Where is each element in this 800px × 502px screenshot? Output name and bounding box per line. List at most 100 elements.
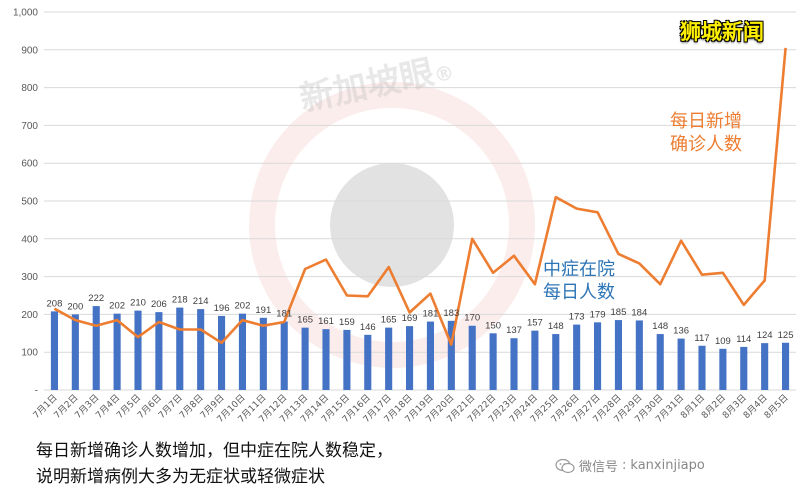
bar-data-label: 208 — [47, 298, 63, 309]
caption: 每日新增确诊人数增加，但中症在院人数稳定， 说明新增病例大多为无症状或轻微症状 — [36, 438, 393, 490]
bar-data-label: 184 — [631, 307, 647, 318]
bar — [614, 320, 622, 390]
bar — [552, 334, 560, 390]
y-tick-label: 100 — [21, 348, 38, 359]
bar-series — [50, 306, 790, 390]
bar-data-label: 157 — [527, 318, 543, 329]
y-tick-label: 1,000 — [13, 8, 38, 19]
bar — [531, 330, 539, 390]
severe-annotation-line2: 每日人数 — [543, 282, 615, 303]
bar — [176, 307, 184, 390]
bar — [719, 348, 727, 390]
y-tick-label: 700 — [21, 121, 38, 132]
y-tick-label: 600 — [21, 159, 38, 170]
daily-cases-annotation: 每日新增 确诊人数 — [670, 110, 742, 156]
bar-data-label: 165 — [381, 315, 397, 326]
bar — [238, 313, 246, 390]
bar — [698, 345, 706, 390]
bar-data-label: 148 — [652, 321, 668, 332]
severe-annotation: 中症在院 每日人数 — [543, 258, 615, 304]
y-tick-label: 400 — [21, 234, 38, 245]
y-tick-label: 900 — [21, 45, 38, 56]
bar — [656, 334, 664, 390]
bar — [259, 317, 267, 390]
bar-data-label: 214 — [193, 296, 209, 307]
bar-data-label: 222 — [88, 293, 104, 304]
bar-data-label: 200 — [67, 301, 83, 312]
bar — [92, 306, 100, 390]
bar-data-label: 150 — [485, 320, 501, 331]
bar — [71, 314, 79, 390]
bar-data-label: 170 — [464, 313, 480, 324]
bar — [635, 320, 643, 390]
bar-data-label: 202 — [109, 301, 125, 312]
y-tick-label: - — [35, 386, 38, 397]
y-tick-label: 300 — [21, 272, 38, 283]
x-tick-labels: 7月1日7月2日7月3日7月4日7月5日7月6日7月7日7月8日7月9日7月10… — [31, 392, 791, 425]
bar-data-label: 181 — [423, 309, 439, 320]
gridlines — [44, 11, 796, 391]
bar-data-label: 206 — [151, 299, 167, 310]
bar-data-label: 185 — [611, 307, 627, 318]
bar — [113, 313, 121, 390]
caption-line1: 每日新增确诊人数增加，但中症在院人数稳定， — [36, 441, 393, 461]
bar-data-label: 124 — [757, 330, 773, 341]
y-tick-label: 200 — [21, 310, 38, 321]
bar — [322, 329, 330, 390]
bar-data-label: 169 — [402, 313, 418, 324]
bar-data-label: 136 — [673, 326, 689, 337]
bar-data-label: 196 — [214, 303, 230, 314]
x-tick-label: 8月5日 — [762, 392, 791, 421]
bar — [280, 321, 288, 390]
wechat-icon — [555, 458, 575, 473]
bar — [510, 338, 518, 390]
bar-data-label: 148 — [548, 321, 564, 332]
series-line — [53, 47, 787, 346]
bar — [573, 324, 581, 390]
bar-data-label: 183 — [443, 308, 459, 319]
y-tick-labels: - 100 200 300 400 500 600 700 800 900 1,000 — [13, 8, 38, 397]
bar-data-label: 191 — [255, 305, 271, 316]
bar-data-label: 165 — [297, 315, 313, 326]
wechat-account: kanxinjiapo — [630, 458, 705, 473]
bar-data-labels: 208 200 222 202 210 206 218 214 196 202 191 181 165 1… — [47, 293, 794, 347]
bar-data-label: 202 — [235, 301, 251, 312]
wechat-prefix: 微信号 — [579, 460, 619, 475]
bar — [594, 322, 602, 390]
bar-data-label: 161 — [318, 316, 334, 327]
bar — [301, 327, 309, 390]
bar — [489, 333, 497, 390]
bar-data-label: 218 — [172, 295, 188, 306]
bar — [155, 312, 163, 390]
bar — [406, 326, 414, 390]
bar — [343, 329, 351, 390]
caption-line2: 说明新增病例大多为无症状或轻微症状 — [36, 467, 325, 487]
bar-data-label: 125 — [778, 330, 794, 341]
bar-data-label: 114 — [736, 334, 751, 345]
bar-data-label: 117 — [694, 333, 709, 344]
bar — [468, 325, 476, 390]
line-series — [53, 47, 787, 346]
bar — [447, 320, 455, 390]
bar — [740, 346, 748, 390]
wechat-sep: : — [622, 458, 627, 473]
bar — [197, 309, 205, 390]
daily-cases-annotation-line1: 每日新增 — [670, 111, 742, 132]
y-tick-label: 500 — [21, 197, 38, 208]
brand-logo-text: 狮城新闻 — [680, 20, 764, 44]
bar — [364, 334, 372, 390]
daily-cases-annotation-line2: 确诊人数 — [670, 134, 742, 155]
bar-data-label: 137 — [506, 325, 522, 336]
bar-data-label: 146 — [360, 322, 376, 333]
bar-data-label: 173 — [569, 312, 585, 323]
bar-data-label: 179 — [590, 309, 606, 320]
bar — [50, 311, 58, 390]
bar — [218, 315, 226, 390]
bar — [677, 338, 685, 390]
bar-data-label: 210 — [130, 298, 146, 309]
bar-data-label: 181 — [276, 309, 292, 320]
severe-annotation-line1: 中症在院 — [543, 259, 615, 280]
bar-data-label: 159 — [339, 317, 355, 328]
bar — [761, 343, 769, 390]
